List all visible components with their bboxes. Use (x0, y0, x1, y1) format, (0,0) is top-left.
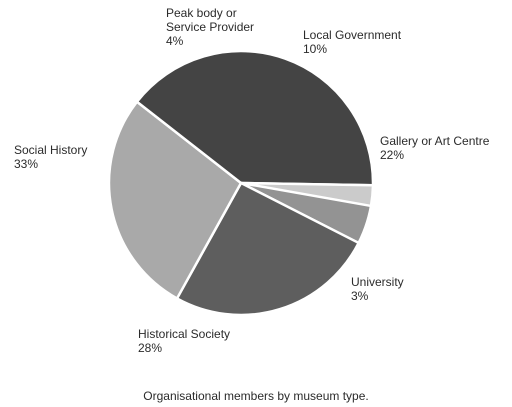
label-local-government: Local Government (303, 28, 402, 42)
label-gallery-or-art-centre: Gallery or Art Centre (380, 134, 490, 148)
slice-label-historical-society: Historical Society 28% (138, 327, 230, 355)
label-social-history: Social History (14, 143, 87, 157)
slice-label-university: University 3% (351, 275, 404, 303)
label-university: University (351, 275, 404, 289)
value-historical-society: 28% (138, 341, 162, 355)
pie-slice-historical-society (107, 100, 243, 300)
slice-label-social-history: Social History 33% (14, 143, 87, 171)
value-local-government: 10% (303, 42, 327, 56)
label-historical-society: Historical Society (138, 327, 230, 341)
value-social-history: 33% (14, 157, 38, 171)
slice-label-peak-body: Peak body or Service Provider 4% (166, 6, 254, 48)
label-peak-body-line-1: Peak body or (166, 6, 237, 20)
pie-slice-peak-body-or-service-provider (239, 181, 375, 208)
pie-slices (107, 49, 375, 317)
value-peak-body: 4% (166, 34, 184, 48)
value-university: 3% (351, 289, 369, 303)
pie-slice-social-history (135, 49, 375, 187)
slice-label-gallery: Gallery or Art Centre 22% (380, 134, 490, 162)
chart-caption: Organisational members by museum type. (143, 389, 369, 403)
label-peak-body-line-2: Service Provider (166, 20, 254, 34)
pie-slice-university (175, 181, 360, 317)
value-gallery-or-art-centre: 22% (380, 148, 404, 162)
slice-label-local-government: Local Government 10% (303, 28, 402, 56)
